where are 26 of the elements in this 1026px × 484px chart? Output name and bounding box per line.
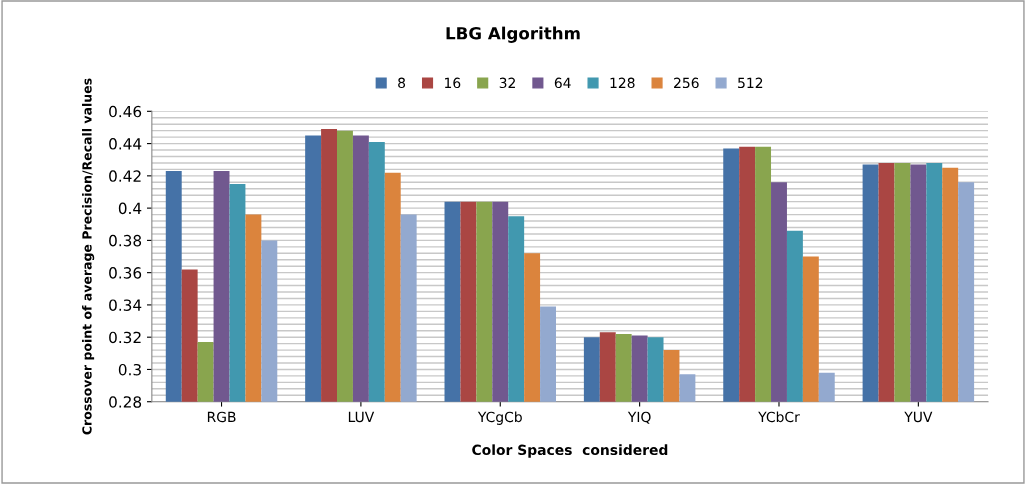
x-tick-label: YCbCr [758,411,800,423]
y-tick-label: 0.36 [109,267,142,279]
legend-label: 32 [499,77,515,89]
x-tick-label: RGB [207,411,236,423]
y-tick-label: 0.32 [109,331,141,344]
y-tick-label: 0.4 [118,202,142,215]
x-axis-title: Color Spaces considered [472,444,668,458]
legend-label: 16 [445,77,461,89]
y-axis-title: Crossover point of average Precision/Recall values [82,78,95,435]
x-tick-label: YUV [904,411,933,423]
legend-label: 64 [554,77,571,89]
x-tick-label: YCgCb [477,411,522,425]
chart-title: LBG Algorithm [446,26,580,43]
legend-label: 8 [398,77,406,89]
y-tick-label: 0.34 [109,299,142,311]
y-tick-label: 0.46 [109,105,142,118]
y-tick-label: 0.28 [109,396,142,408]
y-tick-label: 0.3 [118,363,141,376]
y-tick-label: 0.38 [109,234,142,247]
legend-label: 512 [738,77,763,89]
x-tick-label: LUV [348,411,375,423]
legend-label: 128 [610,77,635,89]
x-tick-label: YIQ [627,411,651,424]
legend-label: 256 [674,77,699,89]
y-tick-label: 0.42 [109,170,141,182]
y-tick-label: 0.44 [109,138,142,150]
